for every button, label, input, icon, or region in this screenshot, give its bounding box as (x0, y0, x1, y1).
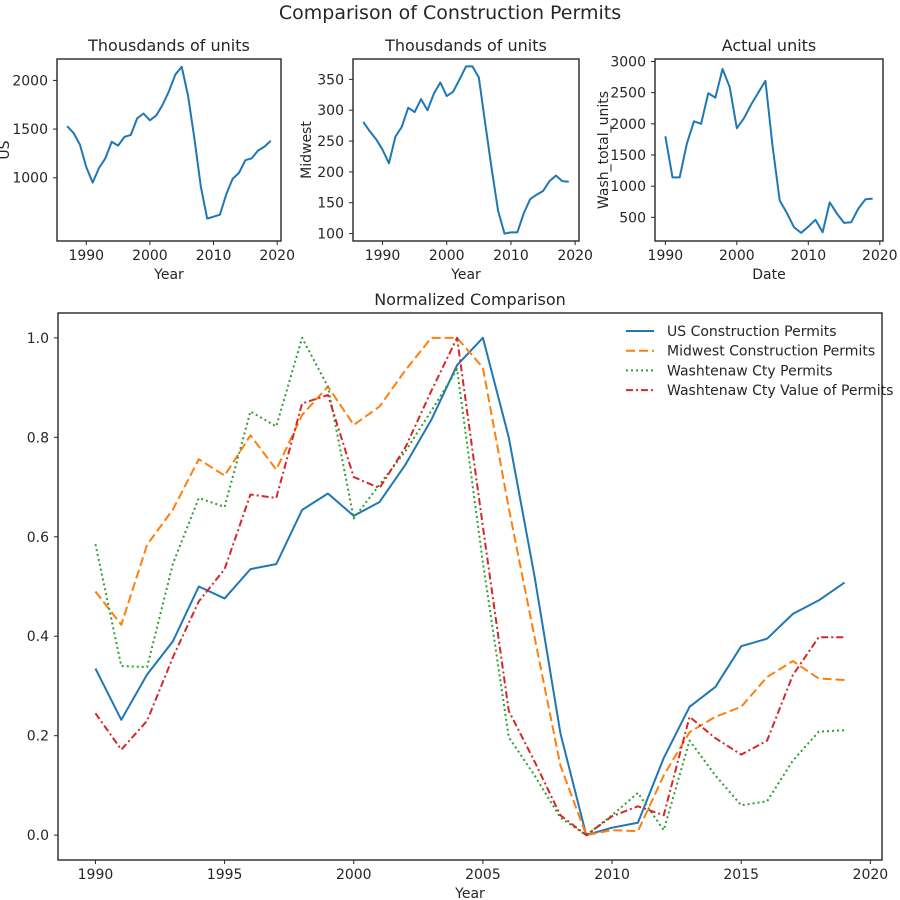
legend-label-3: Washtenaw Cty Permits (667, 363, 833, 379)
x-axis-label: Date (752, 267, 785, 283)
panel-title: Normalized Comparison (374, 290, 566, 309)
x-tick-label: 1990 (68, 248, 104, 264)
x-tick-label: 1990 (78, 867, 114, 883)
series-line-3 (94, 336, 845, 837)
y-tick-label: 500 (619, 210, 646, 226)
y-tick-label: 0.8 (27, 430, 49, 446)
y-tick-label: 2000 (12, 73, 48, 89)
y-axis-label: US (0, 140, 13, 159)
y-tick-label: 0.2 (27, 729, 49, 745)
panel-title: Actual units (722, 36, 817, 55)
y-tick-label: 2000 (610, 117, 646, 133)
series-line-2 (94, 336, 845, 837)
y-axis-label: Midwest (299, 121, 315, 179)
axes-frame (654, 58, 884, 242)
y-tick-label: 350 (317, 72, 344, 88)
x-axis-label: Year (153, 267, 184, 283)
y-tick-label: 1000 (12, 171, 48, 187)
legend: US Construction Permits Midwest Construct… (626, 324, 893, 399)
figure-title: Comparison of Construction Permits (279, 2, 621, 24)
legend-label-4: Washtenaw Cty Value of Permits (667, 383, 893, 399)
y-tick-label: 1500 (12, 122, 48, 138)
y-tick-label: 0.4 (27, 629, 49, 645)
x-axis-label: Year (454, 886, 485, 900)
y-tick-label: 300 (317, 103, 344, 119)
x-tick-label: 1995 (207, 867, 243, 883)
x-tick-label: 2000 (132, 248, 168, 264)
y-tick-label: 100 (317, 227, 344, 243)
x-tick-label: 2015 (723, 867, 759, 883)
y-tick-label: 0.6 (27, 530, 49, 546)
y-tick-label: 200 (317, 165, 344, 181)
x-tick-label: 2000 (336, 867, 372, 883)
legend-label-2: Midwest Construction Permits (667, 344, 875, 360)
panel-3: Actual units 1990 2000 2010 2020 500 1000 1500 2… (596, 36, 898, 283)
x-tick-label: 2020 (862, 248, 898, 264)
y-tick-label: 250 (317, 134, 344, 150)
x-tick-label: 2000 (429, 248, 465, 264)
panel-title: Thousdands of units (384, 36, 547, 55)
x-tick-label: 2020 (259, 248, 295, 264)
x-tick-label: 2005 (465, 867, 501, 883)
x-tick-label: 2020 (853, 867, 889, 883)
panel-2: Thousdands of units 1990 2000 2010 2020 100 15… (299, 36, 593, 283)
y-tick-label: 3000 (610, 54, 646, 70)
x-tick-label: 2010 (196, 248, 232, 264)
x-tick-label: 2010 (594, 867, 630, 883)
y-tick-label: 1500 (610, 148, 646, 164)
axes-frame (352, 58, 580, 242)
series-line-1 (664, 67, 873, 234)
y-tick-label: 0.0 (27, 828, 49, 844)
y-axis-label: Wash_total_units (596, 91, 612, 209)
legend-label-1: US Construction Permits (667, 324, 837, 340)
series-line-1 (94, 336, 846, 837)
series-line-1 (362, 65, 569, 235)
y-tick-label: 1000 (610, 179, 646, 195)
panel-title: Thousdands of units (87, 36, 250, 55)
y-tick-label: 1.0 (27, 331, 49, 347)
panel-1: Thousdands of units 1990 2000 2010 2020 1000 1… (0, 36, 295, 283)
x-tick-label: 2010 (790, 248, 826, 264)
x-tick-label: 1990 (365, 248, 401, 264)
x-tick-label: 2020 (557, 248, 593, 264)
series-line-4 (94, 336, 845, 837)
series-line-1 (66, 65, 272, 220)
y-tick-label: 2500 (610, 86, 646, 102)
x-tick-label: 2000 (719, 248, 755, 264)
x-tick-label: 2010 (493, 248, 529, 264)
x-axis-label: Year (450, 267, 481, 283)
x-tick-label: 1990 (648, 248, 684, 264)
y-tick-label: 150 (317, 196, 344, 212)
panel-4: Normalized Comparison 1990 1995 2000 2005 201… (27, 290, 894, 900)
axes-frame (56, 58, 282, 242)
axes-frame (57, 312, 883, 861)
